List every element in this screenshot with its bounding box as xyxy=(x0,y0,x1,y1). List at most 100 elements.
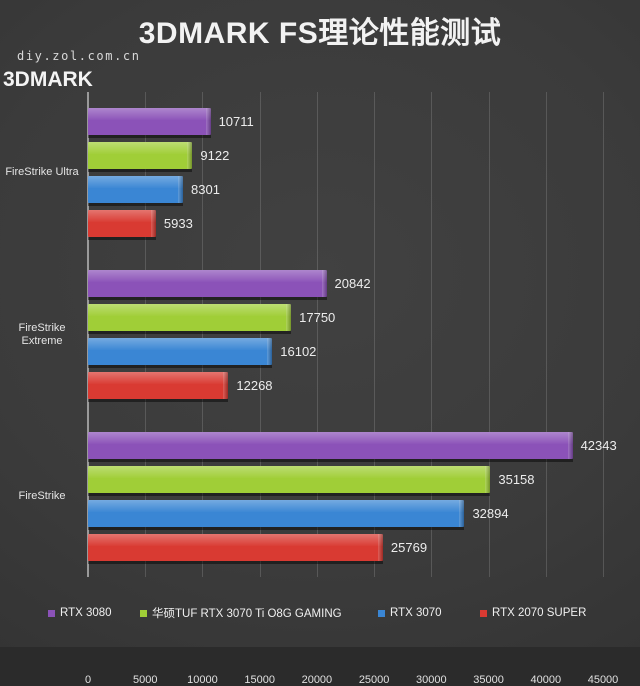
bar-highlight xyxy=(88,210,156,223)
bar xyxy=(88,304,292,334)
bar-shadow xyxy=(88,237,156,241)
legend-swatch-icon xyxy=(480,609,487,617)
bar xyxy=(88,210,156,241)
bar-shadow xyxy=(88,526,465,530)
bar-highlight xyxy=(88,499,465,512)
bar-highlight xyxy=(88,176,183,189)
bar-value-label: 9122 xyxy=(200,148,230,164)
bar-value-label: 35158 xyxy=(498,471,535,487)
bar-fill xyxy=(88,372,229,399)
legend-swatch-icon xyxy=(378,609,385,617)
bar-shadow xyxy=(88,169,193,173)
bar xyxy=(88,431,573,462)
bar-shadow xyxy=(88,203,183,207)
bar-value-label: 17750 xyxy=(299,310,336,325)
legend-swatch-icon xyxy=(140,609,147,617)
x-tick-label: 40000 xyxy=(530,674,562,686)
bar xyxy=(88,176,183,207)
legend-item-2[interactable]: 华硕TUF RTX 3070 Ti O8G GAMING xyxy=(140,604,342,622)
bar-highlight xyxy=(88,142,193,155)
gridline xyxy=(145,92,147,577)
bar-fill xyxy=(88,431,573,459)
category-label-2: FireStrike Extreme xyxy=(18,321,66,347)
x-tick-label: 25000 xyxy=(358,674,390,686)
x-tick-label: 15000 xyxy=(244,674,275,686)
bar-end-cap xyxy=(286,304,292,331)
bar-value-label: 10711 xyxy=(218,114,254,130)
bar-shadow xyxy=(88,492,491,496)
legend-label: RTX 3070 xyxy=(390,607,442,619)
gridline xyxy=(431,92,433,577)
y-axis-line xyxy=(87,92,89,577)
bar-value-label: 20842 xyxy=(334,276,371,291)
x-tick-label: 30000 xyxy=(416,674,447,686)
bar-value-label: 25769 xyxy=(390,539,428,555)
gridline xyxy=(259,92,261,577)
bar-shadow xyxy=(88,399,229,402)
bar xyxy=(88,142,193,173)
bar xyxy=(88,499,465,530)
bar-end-cap xyxy=(377,533,383,561)
bar-end-cap xyxy=(459,499,465,527)
bar xyxy=(88,465,491,496)
bar-value-label: 32894 xyxy=(472,505,509,521)
gridline xyxy=(603,92,604,577)
bar-fill xyxy=(88,304,292,331)
bar-fill xyxy=(88,142,193,170)
bar-value-label: 12268 xyxy=(236,378,273,393)
bar-shadow xyxy=(88,135,211,139)
bar-shadow xyxy=(88,560,383,564)
bar-end-cap xyxy=(205,108,211,136)
bar xyxy=(88,533,383,564)
bar-fill xyxy=(88,270,327,297)
bar-highlight xyxy=(88,372,229,385)
bar-fill xyxy=(88,533,383,561)
bar-shadow xyxy=(88,297,327,300)
bar-end-cap xyxy=(267,338,273,365)
category-label-3: FireStrike xyxy=(18,489,66,502)
legend-item-1[interactable]: RTX 3080 xyxy=(48,604,112,622)
bar-highlight xyxy=(88,465,491,478)
legend-item-3[interactable]: RTX 3070 xyxy=(378,604,442,622)
bar-fill xyxy=(88,108,211,136)
bar-value-label: 5933 xyxy=(163,216,193,232)
chart-subtitle-3dmark: 3DMARK xyxy=(3,68,93,91)
bar-shadow xyxy=(88,458,573,462)
bar-fill xyxy=(88,465,491,493)
bar-fill xyxy=(88,338,273,365)
gridline xyxy=(374,92,376,577)
bar xyxy=(88,372,229,402)
x-tick-label: 0 xyxy=(84,674,92,686)
bar-shadow xyxy=(88,331,292,334)
x-tick-label: 10000 xyxy=(187,674,218,686)
x-tick-label: 45000 xyxy=(587,674,619,686)
bar-highlight xyxy=(88,304,292,317)
category-label-1: FireStrike Ultra xyxy=(5,166,79,179)
legend-label: 华硕TUF RTX 3070 Ti O8G GAMING xyxy=(152,608,342,620)
bar-end-cap xyxy=(321,270,327,297)
legend-swatch-icon xyxy=(48,609,55,617)
x-tick-label: 35000 xyxy=(473,674,504,686)
bar-highlight xyxy=(88,533,383,546)
legend-label: RTX 3080 xyxy=(60,607,112,619)
legend-item-4[interactable]: RTX 2070 SUPER xyxy=(480,604,586,622)
bar-highlight xyxy=(88,108,211,121)
bar-fill xyxy=(88,499,465,527)
gridline xyxy=(488,92,490,577)
plot-area: 10711 9122 8301 5933 20842 17750 16102 12268 423… xyxy=(85,92,618,686)
x-tick-label: 20000 xyxy=(301,674,333,686)
watermark: diy.zol.com.cn xyxy=(17,49,141,63)
legend-label: RTX 2070 SUPER xyxy=(492,607,587,619)
x-tick-label: 5000 xyxy=(132,674,158,686)
bar xyxy=(88,270,327,300)
bar-end-cap xyxy=(485,465,491,493)
bar-value-label: 16102 xyxy=(280,344,317,359)
bar xyxy=(88,338,273,368)
bar-value-label: 42343 xyxy=(580,437,617,453)
bar-highlight xyxy=(88,431,573,444)
gridline xyxy=(545,92,547,577)
bar-fill xyxy=(88,176,183,204)
gridline xyxy=(202,92,204,577)
bar-highlight xyxy=(88,270,327,283)
